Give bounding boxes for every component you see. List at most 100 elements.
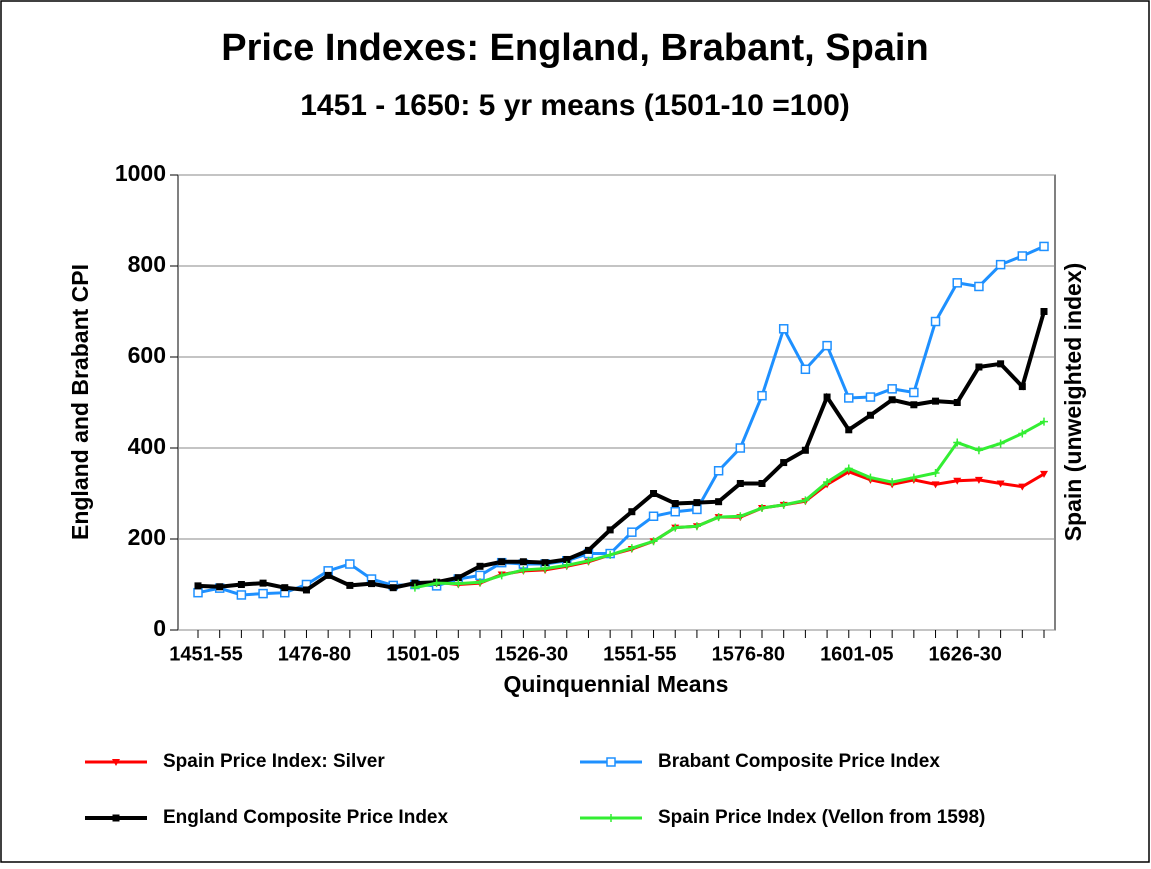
point (112, 814, 120, 822)
y-tick-label: 0 (153, 615, 166, 641)
point (606, 550, 615, 559)
x-tick-label: 1551-55 (603, 643, 676, 665)
series-line (197, 245, 1045, 597)
point (888, 396, 896, 404)
point (996, 439, 1005, 448)
point (932, 397, 940, 405)
point (259, 579, 267, 587)
point (194, 582, 202, 590)
point (237, 581, 245, 588)
x-tick-label: 1451-55 (169, 643, 242, 665)
point (497, 571, 506, 580)
point (931, 481, 940, 489)
point (931, 469, 940, 478)
point (236, 590, 247, 600)
point (281, 584, 289, 592)
chart-subtitle: 1451 - 1650: 5 yr means (1501-10 =100) (300, 89, 850, 122)
point (1018, 483, 1027, 491)
y2-axis-label: Spain (unweighted index) (1060, 263, 1086, 542)
point (780, 459, 788, 467)
point (584, 546, 592, 554)
point (801, 496, 810, 505)
point (584, 556, 593, 565)
point (953, 399, 961, 406)
point (650, 490, 658, 497)
point (975, 363, 983, 371)
point (997, 360, 1005, 368)
point (476, 578, 484, 587)
point (996, 480, 1005, 488)
point (974, 476, 983, 484)
point (193, 587, 203, 598)
point (411, 579, 419, 587)
point (866, 473, 875, 482)
point (758, 504, 766, 513)
point (498, 558, 506, 566)
point (844, 464, 853, 473)
x-axis-label: Quinquennial Means (504, 671, 729, 697)
point (519, 565, 528, 574)
point (346, 581, 354, 589)
point (909, 473, 918, 482)
point (670, 506, 680, 517)
point (368, 580, 376, 588)
y-tick-label: 1000 (115, 160, 166, 186)
point (562, 561, 571, 570)
point (258, 588, 268, 599)
point (735, 443, 746, 453)
legend-label: Spain Price Index (Vellon from 1598) (658, 807, 985, 828)
point (627, 527, 637, 537)
point (953, 477, 962, 485)
point (563, 555, 571, 563)
point (454, 574, 462, 582)
series-line (197, 310, 1046, 593)
point (216, 583, 224, 591)
y-axis-label: England and Brabant CPI (67, 264, 93, 540)
point (649, 537, 658, 546)
point (909, 387, 919, 398)
y-tick-label: 200 (128, 524, 166, 550)
point (888, 478, 897, 487)
point (1039, 241, 1049, 252)
point (714, 513, 723, 522)
point (1017, 251, 1028, 261)
chart-title: Price Indexes: England, Brabant, Spain (221, 27, 928, 69)
y-tick-label: 400 (128, 433, 166, 459)
point (541, 559, 549, 567)
point (823, 393, 831, 401)
x-tick-label: 1501-05 (386, 643, 459, 665)
legend-label: Brabant Composite Price Index (658, 751, 940, 772)
point (692, 504, 702, 515)
point (974, 281, 984, 292)
x-tick-label: 1476-80 (278, 643, 351, 665)
point (693, 499, 701, 507)
point (454, 579, 463, 588)
x-tick-label: 1626-30 (929, 643, 1002, 665)
point (671, 523, 680, 532)
point (953, 438, 962, 447)
point (845, 426, 853, 434)
point (736, 479, 744, 487)
series-line (414, 420, 1045, 590)
point (995, 259, 1006, 270)
point (606, 526, 614, 534)
point (410, 583, 419, 592)
y-tick-label: 800 (128, 251, 166, 277)
point (713, 466, 724, 476)
point (324, 571, 332, 579)
point (345, 559, 355, 569)
point (822, 340, 832, 351)
point (541, 564, 550, 573)
point (801, 446, 809, 454)
point (1040, 308, 1048, 315)
x-tick-label: 1576-80 (712, 643, 785, 665)
point (844, 393, 854, 403)
point (865, 392, 876, 402)
point (628, 508, 636, 516)
point (627, 544, 636, 553)
point (974, 446, 983, 455)
point (1040, 470, 1048, 478)
point (432, 579, 441, 588)
point (778, 324, 789, 334)
point (823, 478, 832, 487)
